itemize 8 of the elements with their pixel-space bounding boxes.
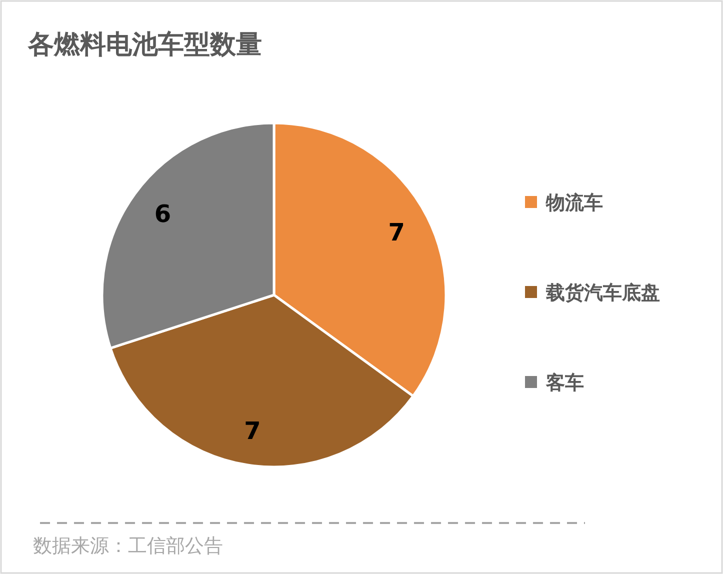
chart-title: 各燃料电池车型数量 xyxy=(27,30,262,60)
legend-label: 物流车 xyxy=(545,192,603,214)
legend-label: 载货汽车底盘 xyxy=(545,282,660,304)
legend-label: 客车 xyxy=(545,372,584,394)
data-label: 7 xyxy=(244,416,261,445)
source-note: 数据来源：工信部公告 xyxy=(33,535,223,557)
data-label: 6 xyxy=(154,200,172,228)
data-label: 7 xyxy=(388,218,405,247)
